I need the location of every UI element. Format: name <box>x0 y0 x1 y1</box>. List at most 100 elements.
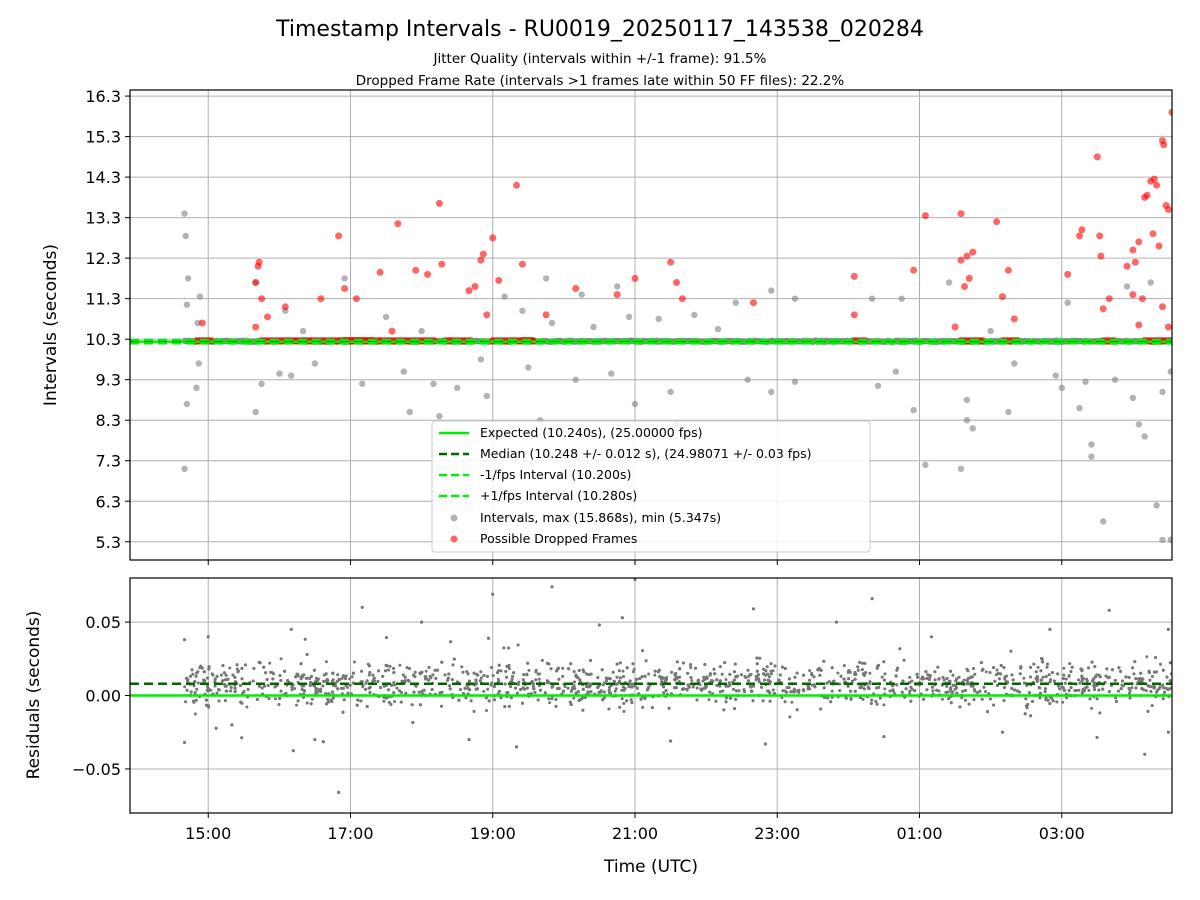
dropped-frame-point <box>1168 108 1172 116</box>
legend-label-median: Median (10.248 +/- 0.012 s), (24.98071 +… <box>480 446 811 461</box>
residual-point <box>842 677 846 681</box>
residual-point <box>874 700 878 703</box>
residual-point <box>972 698 976 702</box>
residual-point <box>400 679 404 683</box>
residual-point <box>356 698 360 702</box>
interval-point <box>1153 502 1160 509</box>
residual-point <box>343 676 347 680</box>
residual-point <box>262 665 266 669</box>
residual-point <box>1010 673 1014 677</box>
residual-point <box>516 643 520 647</box>
residual-point <box>980 697 984 701</box>
residual-point <box>569 689 573 693</box>
residual-point <box>715 678 719 682</box>
residual-point <box>1080 669 1084 673</box>
residual-point <box>808 678 811 682</box>
residual-point <box>440 690 444 694</box>
residual-point <box>839 674 843 678</box>
residual-point <box>653 669 657 673</box>
residual-point <box>420 689 424 693</box>
residual-point <box>507 704 511 708</box>
residual-point <box>755 662 759 666</box>
residual-point <box>277 703 281 706</box>
residual-point <box>847 669 851 672</box>
residual-point <box>1105 667 1109 671</box>
residual-point <box>206 635 210 639</box>
interval-point <box>1088 441 1095 448</box>
interval-point <box>1159 536 1166 544</box>
residual-point <box>499 696 503 700</box>
residual-point <box>1091 679 1095 683</box>
residual-point <box>658 675 662 679</box>
residual-point <box>718 690 722 694</box>
residual-point <box>930 685 934 689</box>
residual-point <box>398 689 401 693</box>
residual-point <box>525 686 529 690</box>
residual-point <box>412 690 416 694</box>
x-axis-label: Time (UTC) <box>603 857 698 877</box>
residual-point <box>424 669 428 673</box>
top-y-tick-label: 10.3 <box>85 330 121 349</box>
residual-point <box>393 683 397 687</box>
residual-point <box>978 689 982 693</box>
residual-point <box>229 689 233 693</box>
residual-point <box>341 710 345 714</box>
interval-point <box>181 210 188 217</box>
residual-point <box>1052 679 1056 683</box>
residual-point <box>1088 697 1092 701</box>
residual-point <box>404 691 408 695</box>
residual-point <box>615 662 619 666</box>
residual-point <box>319 690 323 693</box>
interval-point <box>590 323 597 331</box>
residual-point <box>472 709 476 713</box>
residual-point <box>1098 711 1102 715</box>
residual-point <box>622 675 625 679</box>
residual-point <box>543 691 547 695</box>
interval-point <box>691 311 698 319</box>
residual-point <box>316 677 320 681</box>
dropped-frame-point <box>999 293 1006 301</box>
residual-point <box>621 669 625 673</box>
residual-point <box>325 702 328 706</box>
top-y-tick-label: 6.3 <box>96 492 121 511</box>
residual-point <box>195 687 199 691</box>
residual-point <box>1163 690 1167 694</box>
residual-point <box>231 673 235 677</box>
residual-point <box>724 700 728 704</box>
residual-point <box>988 697 992 701</box>
residual-point <box>880 675 884 679</box>
residual-point <box>429 676 433 680</box>
residual-point <box>290 688 294 692</box>
residual-point <box>547 680 551 684</box>
interval-point <box>874 382 882 389</box>
x-tick-label: 03:00 <box>1039 824 1085 843</box>
residual-point <box>1150 704 1154 708</box>
residual-point <box>368 671 372 674</box>
residual-point <box>1018 690 1022 694</box>
top-y-tick-label: 15.3 <box>85 128 121 147</box>
residual-point <box>601 698 605 702</box>
residual-point <box>838 689 842 693</box>
residual-point <box>755 669 759 673</box>
residual-point <box>576 675 580 679</box>
residual-point <box>732 670 736 674</box>
dropped-frame-point <box>1129 291 1137 299</box>
residual-point <box>734 697 738 701</box>
residual-point <box>493 698 496 702</box>
residual-point <box>785 686 789 690</box>
residual-point <box>194 698 198 702</box>
residual-point <box>1121 679 1124 683</box>
residual-point <box>382 699 386 703</box>
residual-point <box>1011 678 1015 682</box>
residual-point <box>574 691 578 695</box>
residual-point <box>239 700 243 704</box>
interval-point <box>183 400 191 408</box>
residual-point <box>680 687 684 691</box>
residual-point <box>252 666 256 670</box>
residual-point <box>937 677 941 680</box>
residual-point <box>346 691 350 695</box>
residual-point <box>1018 672 1022 676</box>
bottom-y-axis-label: Residuals (seconds) <box>24 611 44 780</box>
residual-point <box>587 673 591 677</box>
residual-point <box>984 690 987 693</box>
